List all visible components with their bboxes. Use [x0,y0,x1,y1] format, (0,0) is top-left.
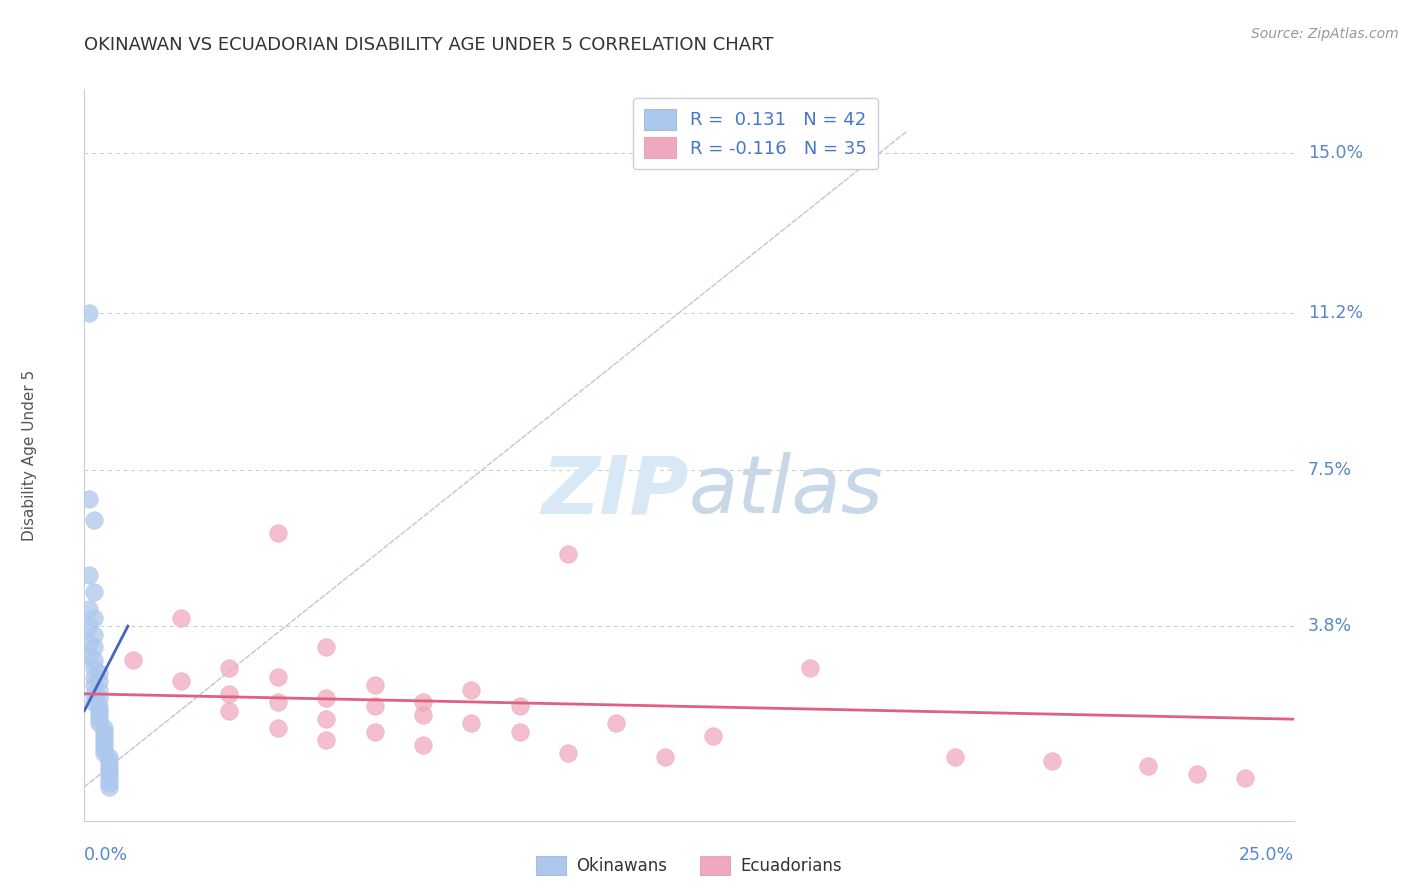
Point [93,738,115,752]
Point [93,733,115,747]
Point [267,695,290,709]
Text: 3.8%: 3.8% [1308,617,1353,635]
Point [83,678,105,692]
Point [412,738,434,752]
Point [77,648,100,663]
Point [509,699,531,714]
Point [83,610,105,624]
Point [77,602,100,616]
Point [218,661,240,675]
Point [93,724,115,739]
Text: 0.0%: 0.0% [84,846,128,864]
Point [654,750,676,764]
Point [83,670,105,684]
Legend: Okinawans, Ecuadorians: Okinawans, Ecuadorians [529,849,849,882]
Point [77,492,100,507]
Point [267,670,290,684]
Point [97,780,120,794]
Point [97,775,120,789]
Point [93,746,115,760]
Point [83,695,105,709]
Point [267,721,290,735]
Point [170,610,193,624]
Point [83,687,105,701]
Point [412,695,434,709]
Point [170,674,193,689]
Point [943,750,966,764]
Point [77,306,100,320]
Point [363,724,385,739]
Point [97,767,120,781]
Point [218,687,240,701]
Point [77,568,100,582]
Point [83,661,105,675]
Point [315,640,337,655]
Point [799,661,821,675]
Point [77,619,100,633]
Text: 25.0%: 25.0% [1239,846,1294,864]
Point [218,704,240,718]
Point [93,721,115,735]
Point [267,526,290,541]
Point [605,716,627,731]
Point [93,741,115,756]
Point [87,704,110,718]
Point [557,746,579,760]
Text: Disability Age Under 5: Disability Age Under 5 [22,369,38,541]
Point [77,636,100,650]
Point [83,653,105,667]
Point [557,547,579,561]
Point [509,724,531,739]
Point [83,627,105,641]
Point [97,750,120,764]
Point [315,691,337,706]
Point [315,712,337,726]
Point [87,712,110,726]
Point [87,665,110,680]
Text: OKINAWAN VS ECUADORIAN DISABILITY AGE UNDER 5 CORRELATION CHART: OKINAWAN VS ECUADORIAN DISABILITY AGE UN… [84,36,773,54]
Text: 15.0%: 15.0% [1308,144,1364,161]
Point [87,708,110,723]
Point [87,691,110,706]
Point [702,729,724,743]
Point [87,682,110,697]
Point [121,653,143,667]
Point [460,682,482,697]
Point [1234,772,1257,786]
Point [87,674,110,689]
Point [93,729,115,743]
Text: Source: ZipAtlas.com: Source: ZipAtlas.com [1251,27,1399,41]
Point [315,733,337,747]
Point [83,585,105,599]
Text: 7.5%: 7.5% [1308,460,1353,479]
Point [1040,755,1063,769]
Point [87,716,110,731]
Point [412,708,434,723]
Point [363,699,385,714]
Point [97,755,120,769]
Point [97,758,120,772]
Point [1137,758,1160,772]
Point [97,763,120,777]
Point [1185,767,1208,781]
Point [87,699,110,714]
Point [460,716,482,731]
Point [83,640,105,655]
Point [97,772,120,786]
Point [83,513,105,527]
Text: atlas: atlas [689,452,884,531]
Point [363,678,385,692]
Text: 11.2%: 11.2% [1308,304,1364,322]
Text: ZIP: ZIP [541,452,689,531]
